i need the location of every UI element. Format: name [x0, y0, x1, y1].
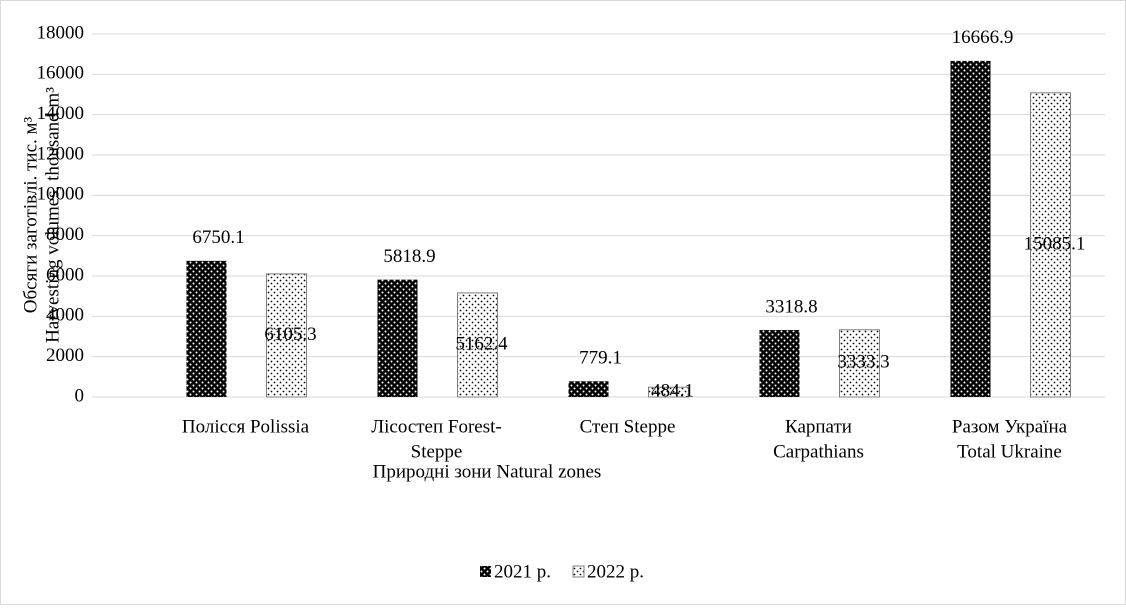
bar: [266, 273, 307, 398]
data-label: 6105.3: [264, 324, 316, 345]
data-label: 779.1: [579, 348, 622, 369]
legend-label: 2022 р.: [587, 561, 644, 582]
x-tick-label: Total Ukraine: [957, 441, 1062, 462]
y-tick-label: 6000: [46, 264, 84, 285]
bar: [457, 292, 498, 398]
x-axis-title: Природні зони Natural zones: [373, 461, 602, 482]
x-tick-label: Полісся Polissia: [182, 416, 310, 437]
data-label: 3333.3: [837, 352, 889, 373]
x-tick-label: Steppe: [411, 441, 463, 462]
y-tick-label: 16000: [37, 63, 85, 84]
legend-swatch: [480, 566, 491, 577]
x-tick-label: Разом Україна: [952, 416, 1068, 437]
y-axis-title: Обсяги заготівлі. тис. м³ Harvesting volu…: [20, 87, 63, 343]
y-tick-label: 0: [75, 385, 85, 406]
data-label: 15085.1: [1024, 233, 1086, 254]
x-tick-label: Carpathians: [773, 441, 864, 462]
data-label: 5818.9: [383, 246, 435, 267]
y-tick-label: 14000: [37, 103, 85, 124]
x-tick-label: Степ Steppe: [580, 416, 676, 437]
bar: [950, 60, 991, 397]
y-tick-label: 10000: [37, 184, 85, 205]
y-axis-title-line: Harvesting volumes, thousand m³: [42, 87, 63, 343]
bar: [377, 279, 418, 397]
bar: [759, 330, 800, 397]
bar: [839, 329, 880, 398]
legend-label: 2021 р.: [494, 561, 551, 582]
y-axis-title-line: Обсяги заготівлі. тис. м³: [20, 116, 41, 313]
x-tick-label: Лісостеп Forest-: [371, 416, 502, 437]
data-label: 16666.9: [952, 27, 1014, 48]
y-tick-label: 2000: [46, 345, 84, 366]
y-tick-label: 4000: [46, 305, 84, 326]
y-tick-label: 8000: [46, 224, 84, 245]
data-label: 6750.1: [192, 227, 244, 248]
data-label: 3318.8: [765, 296, 817, 317]
y-tick-label: 12000: [37, 143, 85, 164]
y-tick-label: 18000: [37, 22, 85, 43]
x-tick-label: Карпати: [785, 416, 852, 437]
bar: [186, 260, 227, 397]
bar: [1030, 92, 1071, 398]
bar: [648, 386, 689, 398]
data-label: 5162.4: [455, 333, 508, 354]
bar: [568, 381, 609, 397]
data-label: 484.1: [651, 380, 694, 401]
legend-swatch: [572, 565, 585, 578]
